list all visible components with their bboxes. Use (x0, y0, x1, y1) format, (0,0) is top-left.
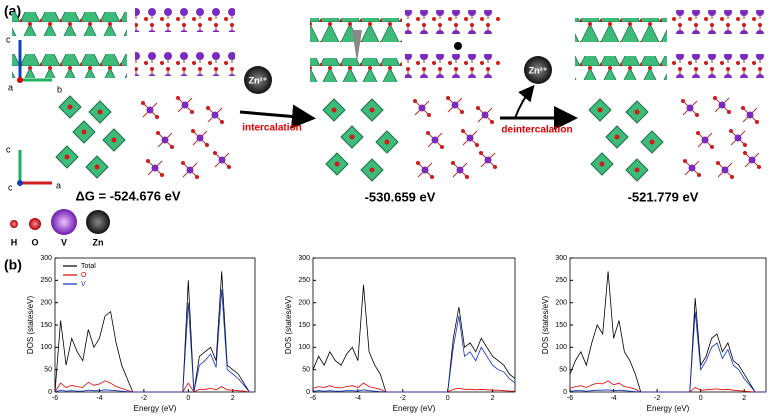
x-tick-label: 2 (491, 395, 495, 402)
x-tick-label: 2 (231, 395, 235, 402)
y-tick-label: 50 (302, 367, 310, 374)
ion-label: Zn²⁺ (529, 65, 548, 75)
x-tick-label: -6 (52, 395, 58, 402)
y-tick-label: 200 (40, 300, 52, 307)
y-tick-label: 100 (555, 344, 567, 351)
y-tick-label: 200 (298, 300, 310, 307)
axis-b: b (57, 84, 62, 94)
x-tick-label: 0 (699, 395, 703, 402)
y-tick-label: 300 (40, 255, 52, 262)
x-tick-label: 0 (446, 395, 450, 402)
atom-label: H (11, 237, 18, 247)
dos-line (569, 271, 766, 393)
y-tick-label: 250 (298, 277, 310, 284)
step-label: deintercalation (501, 125, 572, 136)
y-tick-label: 50 (44, 367, 52, 374)
atom-label: O (31, 237, 38, 247)
legend-label: Total (81, 263, 96, 270)
axes-triad (17, 40, 52, 186)
y-axis-label: DOS (states/eV) (541, 296, 550, 355)
dos-line (54, 380, 255, 393)
y-tick-label: 250 (40, 277, 52, 284)
x-tick-label: -6 (567, 395, 573, 402)
dos-line (312, 316, 516, 393)
dos-line (569, 311, 766, 393)
energy: -530.659 eV (365, 189, 436, 204)
y-tick-label: 0 (563, 389, 567, 396)
plot-frame (569, 257, 767, 393)
y-tick-label: 100 (40, 344, 52, 351)
x-axis-label: Energy (eV) (393, 404, 436, 413)
legend-label: O (81, 272, 87, 279)
y-tick-label: 250 (555, 277, 567, 284)
y-axis-label: DOS (states/eV) (26, 296, 35, 355)
y-tick-label: 300 (555, 255, 567, 262)
x-tick-label: -2 (400, 395, 406, 402)
atom-label: Zn (93, 237, 104, 247)
y-tick-label: 150 (298, 322, 310, 329)
x-tick-label: -2 (141, 395, 147, 402)
ion-label: Zn²⁺ (249, 75, 268, 85)
x-tick-label: -4 (355, 395, 361, 402)
atom-legend (10, 209, 110, 235)
y-tick-label: 200 (555, 300, 567, 307)
y-tick-label: 0 (48, 389, 52, 396)
dos-line (54, 289, 255, 393)
x-axis-label: Energy (eV) (647, 404, 690, 413)
x-tick-label: -4 (96, 395, 102, 402)
axis-c: c (6, 34, 11, 44)
legend-label: V (81, 281, 86, 288)
energy: -521.779 eV (628, 189, 699, 204)
y-axis-label: DOS (states/eV) (284, 296, 293, 355)
x-tick-label: -2 (654, 395, 660, 402)
panel-label: (b) (4, 257, 22, 273)
x-tick-label: -4 (610, 395, 616, 402)
x-axis-label: Energy (eV) (134, 404, 177, 413)
x-tick-label: -6 (310, 395, 316, 402)
y-tick-label: 300 (298, 255, 310, 262)
structures (12, 8, 765, 182)
step-label: intercalation (242, 123, 301, 134)
energy: ΔG = -524.676 eV (75, 188, 180, 203)
atom-label: V (61, 237, 67, 247)
y-tick-label: 150 (40, 322, 52, 329)
y-tick-label: 100 (298, 344, 310, 351)
axis-a: a (8, 82, 13, 92)
axis-c: c (8, 182, 13, 192)
y-tick-label: 150 (555, 322, 567, 329)
plot-frame (312, 257, 516, 393)
y-tick-label: 0 (306, 389, 310, 396)
dos-line (312, 284, 516, 393)
axis-c: c (6, 144, 11, 154)
arrows (239, 56, 578, 130)
x-tick-label: 0 (186, 395, 190, 402)
x-tick-label: 2 (742, 395, 746, 402)
axis-a: a (56, 180, 61, 190)
y-tick-label: 50 (559, 367, 567, 374)
